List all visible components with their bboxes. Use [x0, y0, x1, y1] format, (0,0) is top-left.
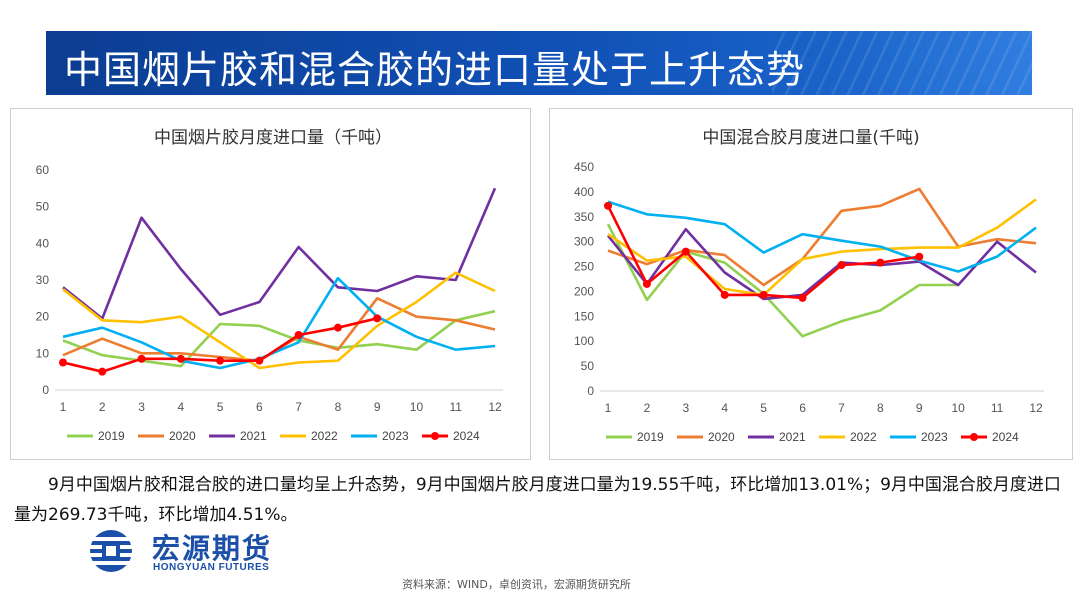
series-line-2019	[606, 223, 959, 338]
legend-label: 2022	[850, 430, 877, 444]
banner-decoration	[772, 31, 1032, 95]
data-point-2024	[216, 356, 225, 365]
data-point-2024	[294, 331, 303, 339]
series-line-2019	[62, 309, 496, 368]
data-point-2024	[759, 290, 768, 299]
series-line-2022	[62, 271, 496, 370]
x-tick-label: 11	[449, 400, 462, 414]
data-point-2024	[59, 358, 67, 367]
x-tick-label: 2	[644, 401, 651, 415]
y-tick-label: 50	[36, 200, 50, 214]
y-tick-label: 0	[587, 384, 594, 398]
legend-marker-2024	[431, 432, 439, 440]
data-point-2024	[373, 314, 382, 323]
y-tick-label: 350	[574, 210, 594, 224]
y-tick-label: 200	[574, 284, 594, 298]
x-tick-label: 3	[138, 400, 145, 414]
page-title: 中国烟片胶和混合胶的进口量处于上升态势	[64, 48, 806, 92]
source-note: 资料来源：WIND，卓创资讯，宏源期货研究所	[402, 578, 631, 591]
x-tick-label: 8	[335, 400, 342, 414]
data-point-2024	[642, 279, 651, 288]
y-tick-label: 450	[574, 160, 594, 174]
legend-label: 2019	[98, 429, 125, 443]
legend-label: 2021	[240, 429, 267, 443]
data-point-2024	[837, 261, 846, 270]
data-point-2024	[137, 354, 146, 363]
x-tick-label: 10	[952, 401, 966, 415]
data-point-2024	[255, 356, 264, 365]
x-tick-label: 11	[991, 401, 1004, 415]
x-tick-label: 3	[682, 401, 689, 415]
series-line-2023	[607, 200, 1037, 273]
y-tick-label: 20	[36, 310, 50, 324]
legend-marker-2024	[970, 433, 978, 441]
x-tick-label: 6	[256, 400, 263, 414]
chart-title: 中国烟片胶月度进口量（千吨）	[154, 128, 392, 148]
x-tick-label: 7	[838, 401, 845, 415]
legend-label: 2019	[637, 430, 664, 444]
description-text: 9月中国烟片胶和混合胶的进口量均呈上升态势，9月中国烟片胶月度进口量为19.55…	[14, 475, 1061, 525]
x-tick-label: 5	[760, 401, 767, 415]
x-tick-label: 7	[295, 400, 302, 414]
chart-smoked-sheet-imports: 中国烟片胶月度进口量（千吨） 0 10 20 30 40 50 60 1 2 3 4 5 6 7 8 9 10 11…	[10, 108, 531, 460]
legend-label: 2020	[169, 429, 196, 443]
y-tick-label: 30	[36, 273, 50, 287]
series-line-2021	[606, 227, 1037, 301]
legend-label: 2022	[311, 429, 338, 443]
data-point-2024	[876, 258, 885, 267]
y-tick-label: 400	[574, 185, 594, 199]
y-tick-label: 300	[574, 235, 594, 249]
logo-name-en: HONGYUAN FUTURES	[153, 562, 270, 573]
y-tick-label: 0	[42, 383, 49, 397]
y-tick-label: 50	[581, 359, 595, 373]
legend-label: 2024	[992, 430, 1019, 444]
y-tick-label: 40	[36, 236, 50, 250]
x-tick-label: 6	[799, 401, 806, 415]
x-tick-label: 1	[605, 401, 612, 415]
x-tick-label: 5	[217, 400, 224, 414]
x-tick-label: 9	[916, 401, 923, 415]
data-point-2024	[681, 247, 690, 256]
x-tick-label: 2	[99, 400, 106, 414]
logo-name-cn: 宏源期货	[152, 532, 273, 565]
legend-label: 2023	[382, 429, 409, 443]
data-point-2024	[915, 252, 924, 261]
y-tick-label: 150	[574, 309, 594, 323]
data-point-2024	[98, 367, 107, 376]
series-line-2021	[62, 187, 497, 320]
data-point-2024	[176, 354, 185, 363]
x-tick-label: 4	[721, 401, 728, 415]
legend-label: 2020	[708, 430, 735, 444]
y-tick-label: 10	[36, 346, 50, 360]
data-point-2024	[798, 293, 807, 302]
y-tick-label: 250	[574, 260, 594, 274]
chart-mixed-rubber-svg: 中国混合胶月度进口量(千吨)05010015020025030035040045…	[574, 128, 1044, 444]
legend-label: 2021	[779, 430, 806, 444]
chart-title: 中国混合胶月度进口量(千吨)	[702, 128, 919, 148]
series-line-2023	[62, 276, 496, 370]
chart-mixed-rubber-imports: 中国混合胶月度进口量(千吨) 0 50 100 150 200 250 300 350 400 45…	[549, 108, 1073, 460]
x-tick-label: 9	[374, 400, 381, 414]
legend-label: 2024	[453, 429, 480, 443]
x-tick-label: 4	[177, 400, 184, 414]
x-tick-label: 12	[488, 400, 502, 414]
x-tick-label: 12	[1029, 401, 1043, 415]
data-point-2024	[604, 201, 612, 210]
y-tick-label: 60	[36, 163, 50, 177]
company-logo: 宏源期货 HONGYUAN FUTURES	[76, 528, 316, 576]
y-tick-label: 100	[574, 334, 594, 348]
legend-label: 2023	[921, 430, 948, 444]
logo-icon	[78, 530, 144, 572]
data-point-2024	[333, 323, 342, 332]
x-tick-label: 1	[60, 400, 67, 414]
x-tick-label: 8	[877, 401, 884, 415]
data-point-2024	[720, 290, 729, 299]
title-banner: 中国烟片胶和混合胶的进口量处于上升态势	[46, 31, 1032, 95]
x-tick-label: 10	[410, 400, 424, 414]
